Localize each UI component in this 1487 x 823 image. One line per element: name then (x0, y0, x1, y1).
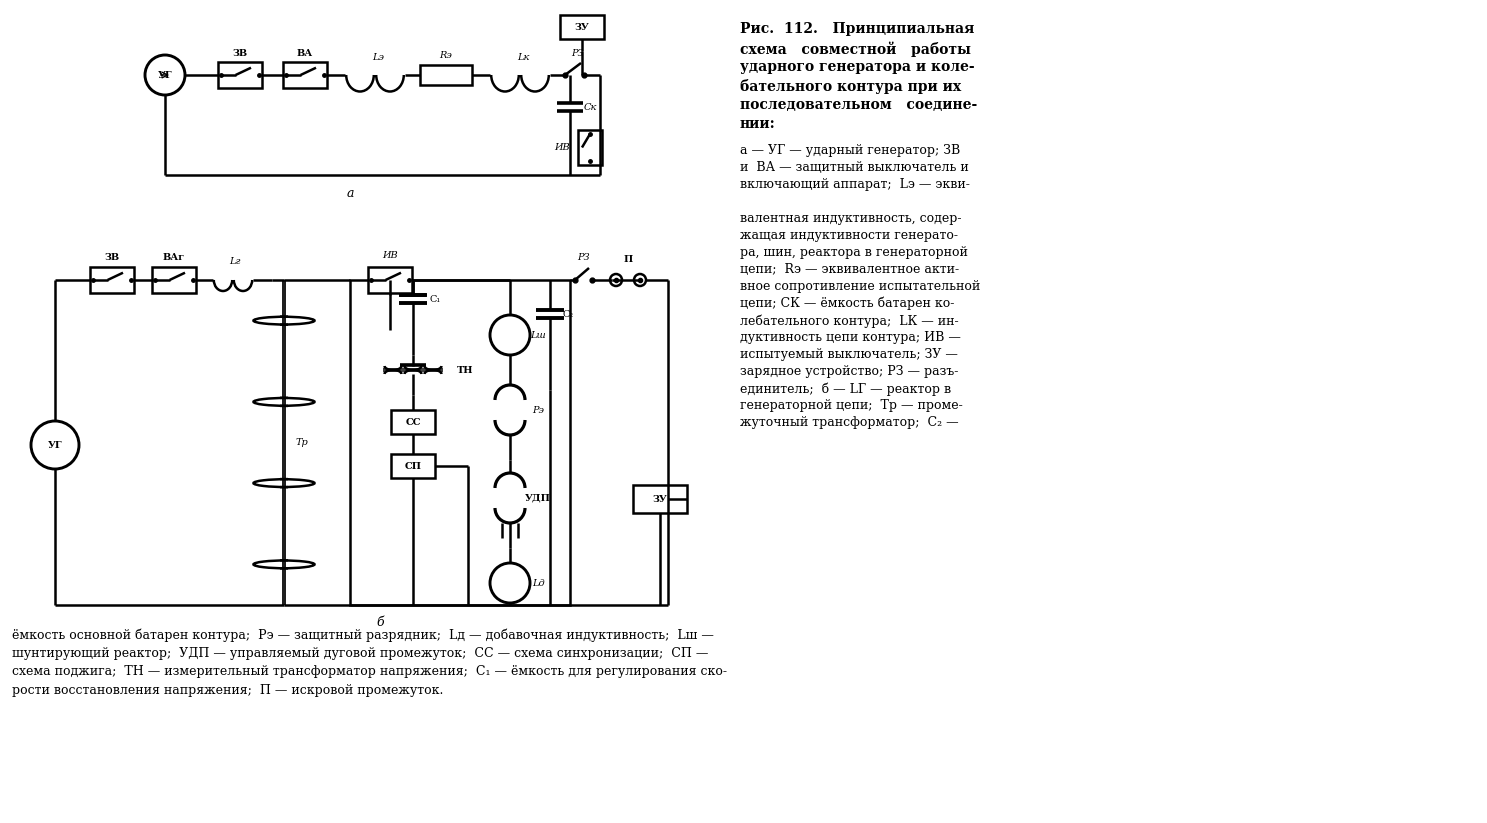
Text: дуктивность цепи контура; ИВ —: дуктивность цепи контура; ИВ — (741, 331, 961, 344)
Text: УГ: УГ (48, 440, 62, 449)
Text: ИВ: ИВ (555, 143, 570, 152)
Text: валентная индуктивность, содер-: валентная индуктивность, содер- (741, 212, 962, 225)
Circle shape (146, 55, 184, 95)
Text: включающий аппарат;  Lэ — экви-: включающий аппарат; Lэ — экви- (741, 178, 970, 191)
Text: ЗУ: ЗУ (653, 495, 668, 504)
Text: генераторной цепи;  Тр — проме-: генераторной цепи; Тр — проме- (741, 399, 962, 412)
Text: Lд: Lд (532, 579, 544, 588)
Text: Рис.  112.   Принципиальная: Рис. 112. Принципиальная (741, 22, 974, 36)
Text: УДП: УДП (525, 494, 552, 503)
Circle shape (31, 421, 79, 469)
Text: Lэ: Lэ (372, 53, 384, 62)
Text: последовательном   соедине-: последовательном соедине- (741, 98, 977, 112)
Bar (561, 15, 604, 39)
Text: П: П (623, 255, 632, 264)
Circle shape (633, 274, 645, 286)
Bar (391, 454, 436, 478)
Bar (391, 410, 436, 434)
Text: ВА: ВА (297, 49, 314, 58)
Text: Тр: Тр (296, 438, 308, 447)
Text: и  ВА — защитный выключатель и: и ВА — защитный выключатель и (741, 161, 968, 174)
Text: жуточный трансформатор;  С₂ —: жуточный трансформатор; С₂ — (741, 416, 959, 429)
Text: цепи;  Rэ — эквивалентное акти-: цепи; Rэ — эквивалентное акти- (741, 263, 959, 276)
Text: вное сопротивление испытательной: вное сопротивление испытательной (741, 280, 980, 293)
Text: б: б (376, 616, 384, 630)
Text: Cк: Cк (583, 103, 596, 111)
Bar (633, 485, 687, 513)
Bar (419, 65, 471, 85)
Text: ЗВ: ЗВ (232, 49, 247, 58)
Text: лебательного контура;  LК — ин-: лебательного контура; LК — ин- (741, 314, 959, 328)
Bar (367, 267, 412, 293)
Text: C₁: C₁ (430, 295, 440, 304)
Text: Lш: Lш (531, 331, 546, 340)
Text: зарядное устройство; РЗ — разъ-: зарядное устройство; РЗ — разъ- (741, 365, 959, 378)
Text: ВАг: ВАг (164, 253, 184, 263)
Text: цепи; СК — ёмкость батарен ко-: цепи; СК — ёмкость батарен ко- (741, 297, 955, 310)
Bar (283, 62, 327, 88)
Text: РЗ: РЗ (577, 253, 589, 262)
Bar (91, 267, 134, 293)
Bar (152, 267, 196, 293)
Bar (349, 280, 570, 605)
Text: нии:: нии: (741, 117, 776, 131)
Text: испытуемый выключатель; ЗУ —: испытуемый выключатель; ЗУ — (741, 348, 958, 361)
Text: ИВ: ИВ (382, 250, 399, 259)
Text: жащая индуктивности генерато-: жащая индуктивности генерато- (741, 229, 958, 242)
Circle shape (491, 315, 529, 355)
Text: Lг: Lг (229, 258, 241, 267)
Text: СС: СС (406, 417, 421, 426)
Bar (578, 130, 602, 165)
Text: РЗ: РЗ (571, 49, 583, 58)
Text: единитель;  б — LГ — реактор в: единитель; б — LГ — реактор в (741, 382, 952, 396)
Text: ТН: ТН (457, 365, 473, 374)
Text: Рэ: Рэ (532, 406, 544, 415)
Circle shape (491, 563, 529, 603)
Text: ёмкость основной батарен контура;  Рэ — защитный разрядник;  Lд — добавочная инд: ёмкость основной батарен контура; Рэ — з… (12, 628, 727, 697)
Text: бательного контура при их: бательного контура при их (741, 79, 961, 94)
Text: схема   совместной   работы: схема совместной работы (741, 41, 971, 57)
Text: ра, шин, реактора в генераторной: ра, шин, реактора в генераторной (741, 246, 968, 259)
Text: Rэ: Rэ (440, 50, 452, 59)
Text: C₂: C₂ (562, 309, 574, 319)
Text: Lк: Lк (517, 53, 529, 62)
Text: а — УГ — ударный генератор; ЗВ: а — УГ — ударный генератор; ЗВ (741, 144, 961, 157)
Text: ЗВ: ЗВ (104, 253, 119, 263)
Text: ударного генератора и коле-: ударного генератора и коле- (741, 60, 974, 74)
Text: а: а (346, 187, 354, 199)
Text: СП: СП (404, 462, 421, 471)
Bar (219, 62, 262, 88)
Circle shape (610, 274, 622, 286)
Text: УГ: УГ (158, 71, 172, 80)
Text: ЗУ: ЗУ (574, 22, 589, 31)
